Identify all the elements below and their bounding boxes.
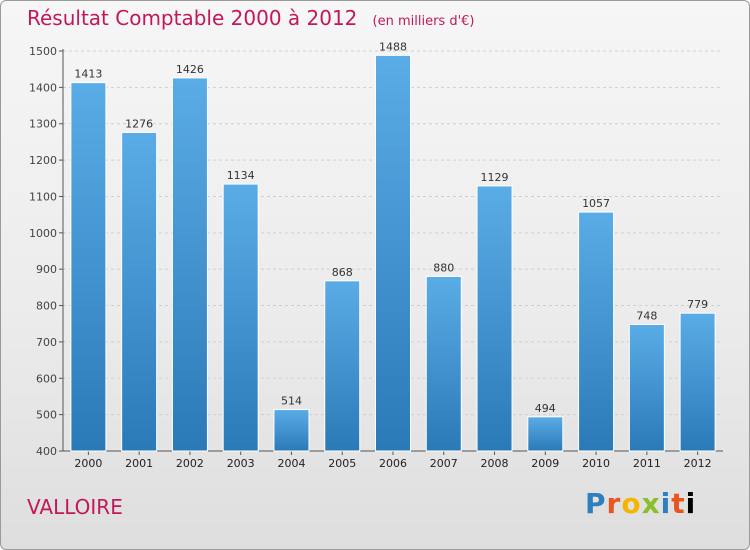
labels: 1413 2000 1276 2001 1426 2002 1134 2003 514 2004 8… — [74, 40, 711, 470]
data-label: 1134 — [227, 169, 255, 182]
proxiti-logo: Proxiti — [585, 487, 697, 520]
bar — [628, 323, 665, 452]
bars — [70, 54, 716, 452]
y-tick-label: 1100 — [29, 190, 57, 203]
y-tick-label: 400 — [36, 445, 57, 458]
bar — [476, 185, 513, 452]
data-label: 779 — [687, 298, 708, 311]
bar — [171, 77, 208, 452]
data-label: 880 — [433, 261, 454, 274]
y-tick-label: 600 — [36, 372, 57, 385]
x-tick-label: 2012 — [684, 457, 712, 470]
bar — [425, 275, 462, 452]
data-label: 494 — [535, 402, 556, 415]
data-label: 868 — [332, 266, 353, 279]
data-label: 1488 — [379, 40, 407, 53]
axes: 400 500 600 700 800 900 1000 1100 1200 1300 1400 15… — [29, 45, 723, 458]
y-tick-label: 1400 — [29, 81, 57, 94]
x-tick-label: 2008 — [481, 457, 509, 470]
chart-title: Résultat Comptable 2000 à 2012 (en milli… — [27, 6, 474, 30]
bar — [121, 131, 158, 452]
y-tick-label: 500 — [36, 409, 57, 422]
y-tick-label: 1200 — [29, 154, 57, 167]
x-tick-label: 2007 — [430, 457, 458, 470]
y-tick-label: 800 — [36, 300, 57, 313]
bar — [527, 416, 564, 452]
bar — [70, 82, 107, 452]
x-tick-label: 2000 — [74, 457, 102, 470]
data-label: 514 — [281, 395, 302, 408]
chart-title-unit: (en milliers d'€) — [372, 14, 475, 29]
bar — [679, 312, 716, 452]
y-tick-label: 700 — [36, 336, 57, 349]
bar — [578, 211, 615, 452]
y-tick-label: 900 — [36, 263, 57, 276]
x-tick-label: 2010 — [582, 457, 610, 470]
bar — [324, 280, 361, 452]
data-label: 1057 — [582, 197, 610, 210]
data-label: 1276 — [125, 117, 153, 130]
data-label: 1129 — [481, 171, 509, 184]
commune-name: VALLOIRE — [27, 495, 123, 519]
chart-title-main: Résultat Comptable 2000 à 2012 — [27, 6, 358, 30]
bar — [375, 54, 411, 452]
x-tick-label: 2009 — [531, 457, 559, 470]
x-tick-label: 2002 — [176, 457, 204, 470]
data-label: 748 — [636, 309, 657, 322]
bar — [222, 183, 259, 452]
data-label: 1426 — [176, 63, 204, 76]
x-tick-label: 2011 — [633, 457, 661, 470]
x-tick-label: 2003 — [227, 457, 255, 470]
bar — [273, 409, 310, 452]
x-tick-label: 2004 — [277, 457, 305, 470]
x-tick-label: 2001 — [125, 457, 153, 470]
y-tick-label: 1500 — [29, 45, 57, 58]
y-tick-label: 1300 — [29, 118, 57, 131]
data-label: 1413 — [74, 68, 102, 81]
x-tick-label: 2005 — [328, 457, 356, 470]
x-tick-label: 2006 — [379, 457, 407, 470]
y-tick-label: 1000 — [29, 227, 57, 240]
